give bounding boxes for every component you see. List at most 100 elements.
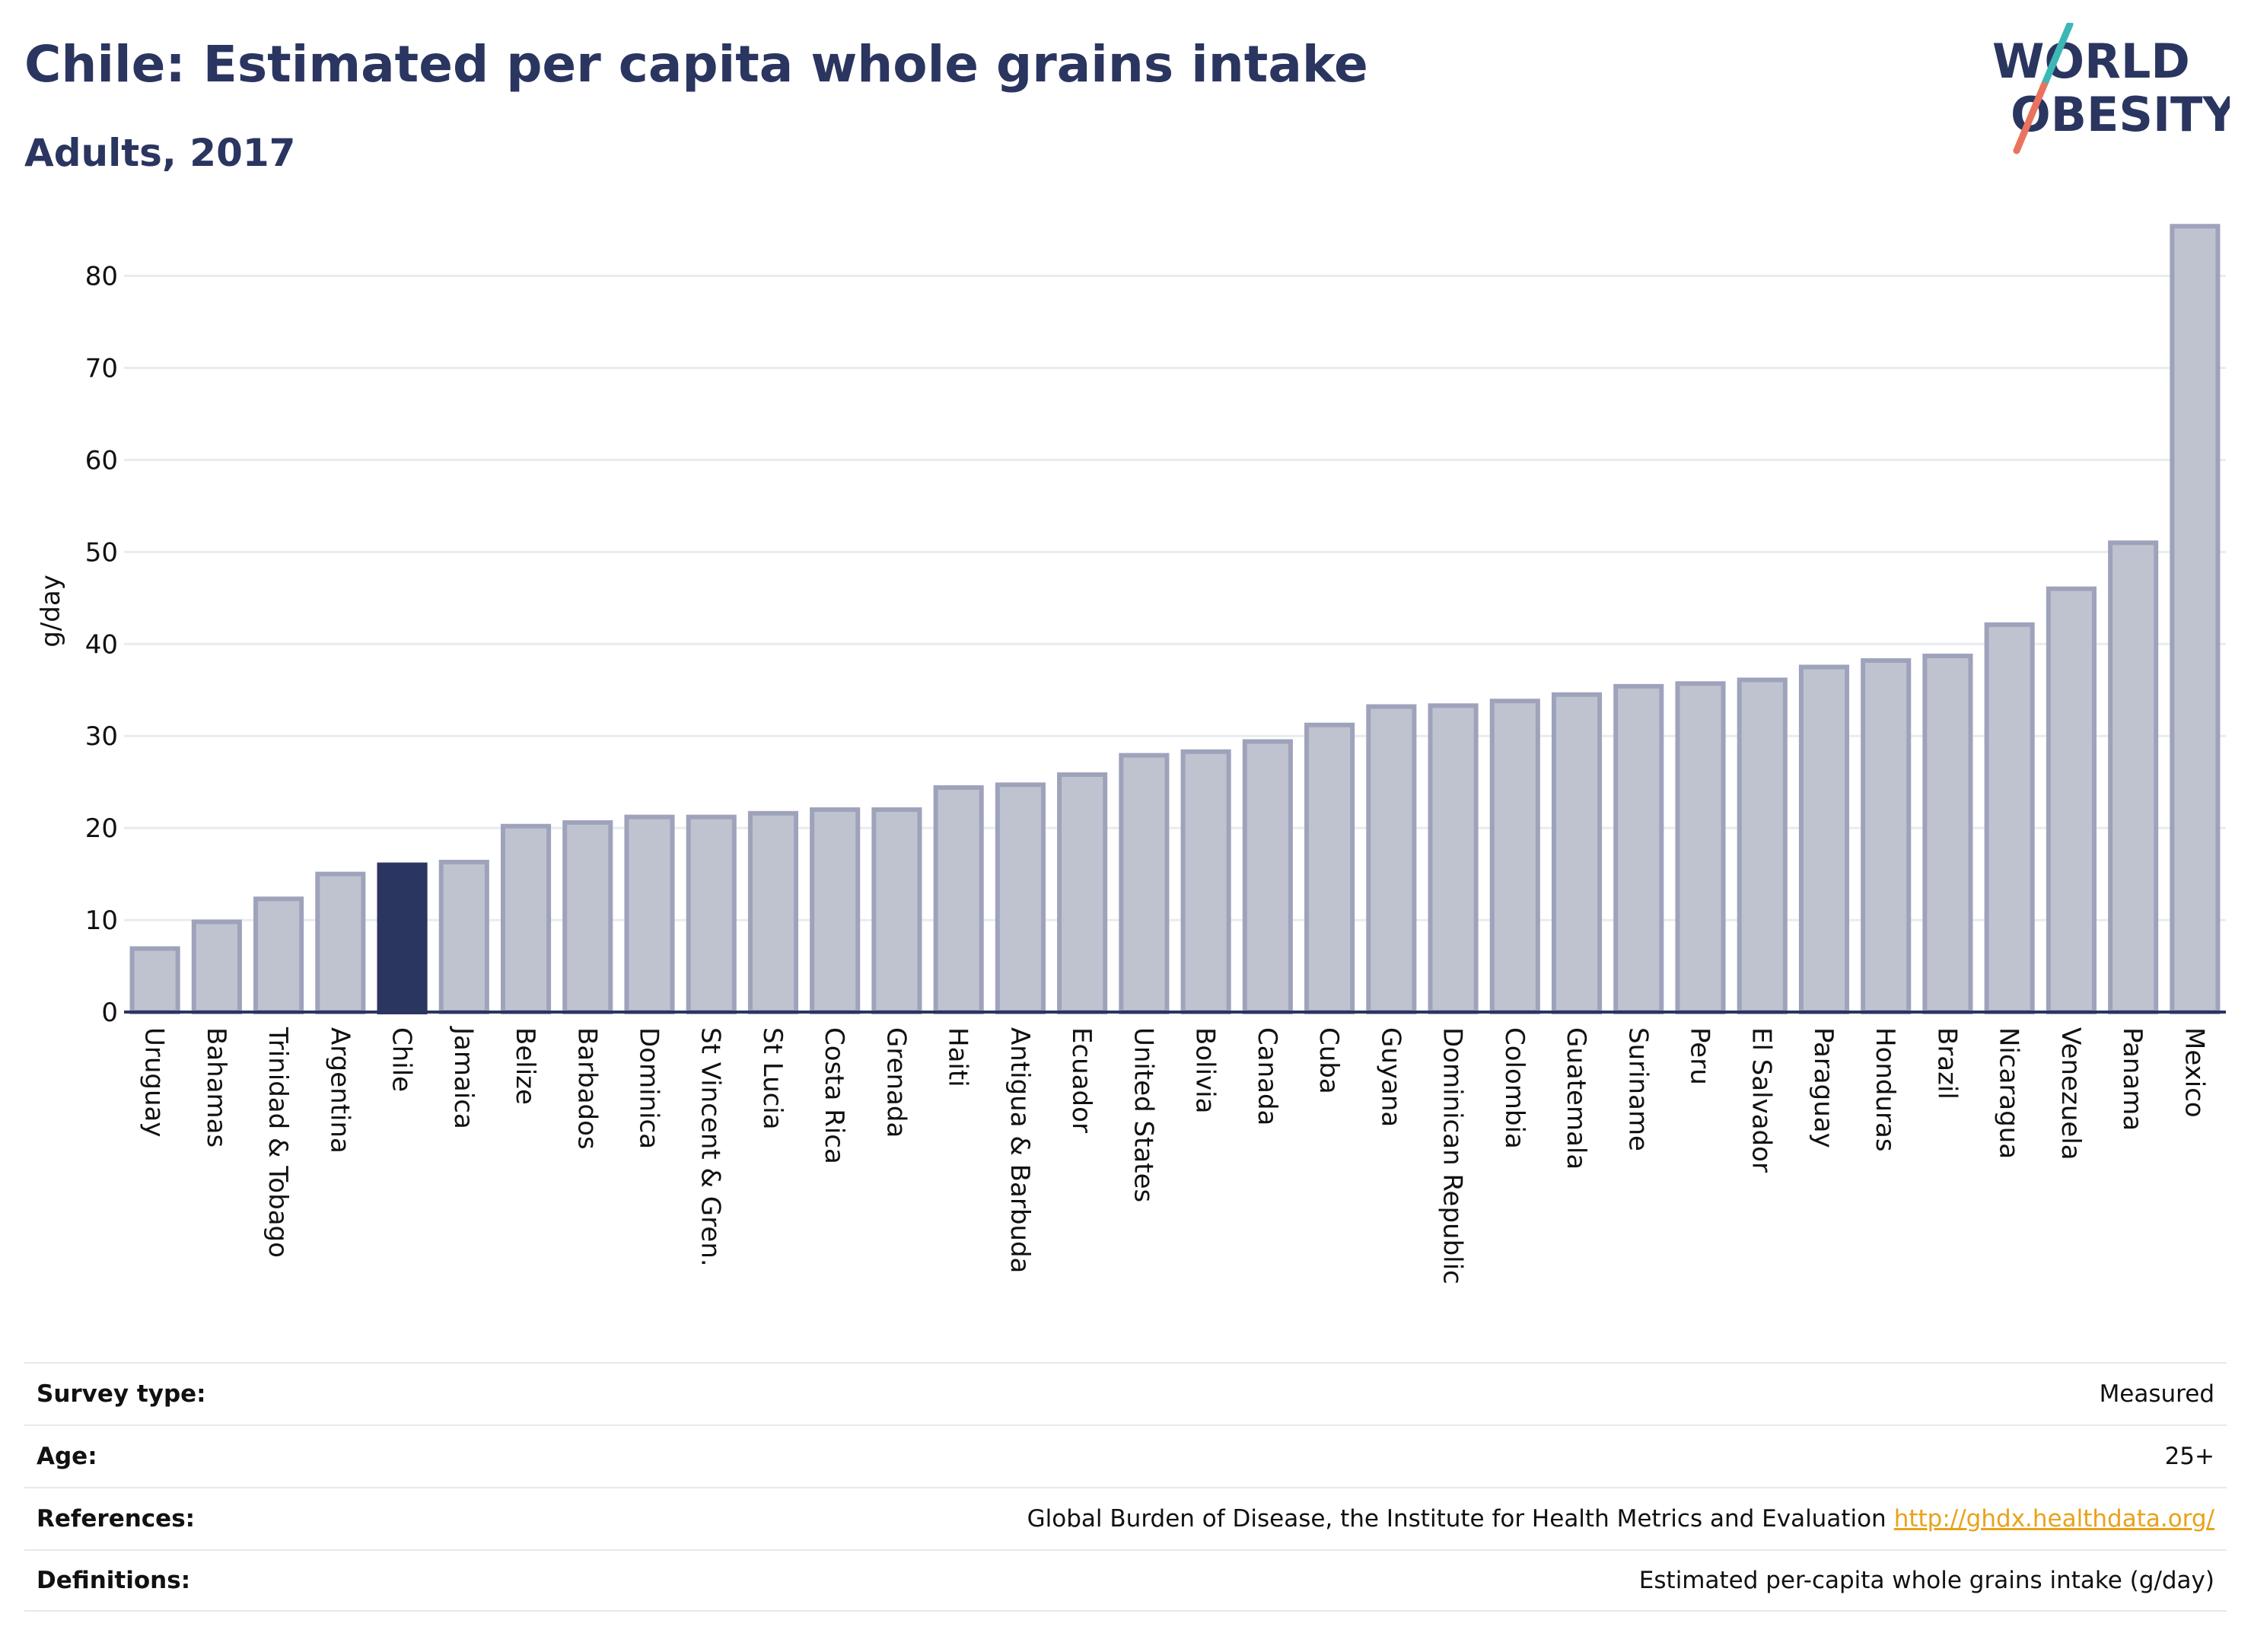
- x-tick-label: Honduras: [1870, 1027, 1900, 1152]
- bar-costa-rica: [810, 807, 861, 1014]
- bar-dominica: [624, 814, 675, 1015]
- bar-bahamas: [191, 919, 242, 1015]
- x-tick-label: Canada: [1252, 1027, 1282, 1125]
- meta-value: Estimated per-capita whole grains intake…: [1639, 1567, 2214, 1594]
- bar-canada: [1242, 739, 1293, 1014]
- meta-value: Global Burden of Disease, the Institute …: [1027, 1505, 2214, 1533]
- x-tick-label: Grenada: [880, 1027, 911, 1138]
- bar-colombia: [1489, 699, 1540, 1014]
- meta-row: Survey type: Measured: [24, 1362, 2227, 1424]
- x-tick-label: El Salvador: [1746, 1027, 1777, 1173]
- y-tick-label: 20: [85, 813, 118, 844]
- x-tick-labels: Uruguay Bahamas Trinidad & Tobago Argentina…: [139, 1026, 2210, 1284]
- bar-guatemala: [1551, 692, 1603, 1014]
- bar-argentina: [315, 871, 366, 1014]
- meta-label: References:: [37, 1505, 196, 1533]
- x-tick-label: Barbados: [572, 1027, 602, 1150]
- x-tick-label: St Lucia: [757, 1027, 788, 1130]
- bar-ecuador: [1057, 772, 1108, 1014]
- bar-chile: [377, 862, 428, 1014]
- meta-value: 25+: [2165, 1443, 2214, 1470]
- x-tick-label: Ecuador: [1066, 1027, 1097, 1133]
- bars: [129, 224, 2221, 1015]
- logo-line1: WORLD: [1992, 33, 2190, 89]
- logo-line2: OBESITY: [2011, 87, 2230, 142]
- bar-honduras: [1861, 658, 1912, 1014]
- x-tick-label: St Vincent & Gren.: [696, 1027, 726, 1267]
- x-tick-label: Guyana: [1375, 1027, 1406, 1127]
- chart-subtitle: Adults, 2017: [24, 131, 296, 175]
- x-tick-label: Bolivia: [1190, 1027, 1221, 1113]
- y-tick-label: 50: [85, 537, 118, 568]
- logo-slash-top: [2040, 23, 2074, 89]
- bar-cuba: [1304, 722, 1355, 1015]
- x-tick-label: Argentina: [324, 1027, 355, 1154]
- y-tick-label: 70: [85, 353, 118, 384]
- bar-united-states: [1119, 753, 1170, 1015]
- x-tick-label: Dominican Republic: [1438, 1027, 1468, 1284]
- bar-jamaica: [438, 859, 489, 1014]
- x-tick-label: Cuba: [1313, 1027, 1344, 1094]
- meta-value-text: Global Burden of Disease, the Institute …: [1027, 1505, 1886, 1533]
- x-tick-label: Haiti: [943, 1027, 973, 1087]
- bar-grenada: [871, 807, 922, 1014]
- bar-guyana: [1366, 704, 1417, 1015]
- bar-haiti: [933, 785, 984, 1014]
- meta-label: Definitions:: [37, 1567, 191, 1594]
- bar-dominican-republic: [1428, 703, 1479, 1014]
- x-tick-label: Brazil: [1931, 1027, 1962, 1100]
- y-tick-labels: 0 10 20 30 40 50 60 70 80: [85, 262, 118, 1028]
- x-tick-label: Chile: [387, 1027, 417, 1092]
- meta-value-text: 25+: [2164, 1443, 2214, 1470]
- x-tick-label: United States: [1128, 1027, 1158, 1202]
- bar-trinidad-tobago: [253, 896, 304, 1015]
- bar-belize: [500, 823, 552, 1015]
- x-tick-label: Jamaica: [448, 1026, 479, 1129]
- x-tick-label: Mexico: [2179, 1027, 2209, 1118]
- y-tick-label: 0: [101, 998, 118, 1028]
- bar-venezuela: [2046, 586, 2097, 1014]
- x-tick-label: Colombia: [1499, 1027, 1530, 1149]
- x-tick-label: Nicaragua: [1994, 1027, 2024, 1159]
- meta-value-text: Measured: [2099, 1380, 2214, 1408]
- y-tick-label: 30: [85, 721, 118, 752]
- bar-st-lucia: [747, 810, 799, 1014]
- x-tick-label: Costa Rica: [819, 1027, 849, 1164]
- x-tick-label: Dominica: [634, 1027, 664, 1149]
- x-tick-label: Guatemala: [1561, 1027, 1591, 1170]
- bar-mexico: [2170, 224, 2221, 1014]
- bar-suriname: [1613, 683, 1664, 1014]
- bar-st-vincent-gren-: [686, 814, 737, 1015]
- bar-chart: 0 10 20 30 40 50 60 70 80 Uruguay Bahamas Trinidad…: [36, 224, 2226, 1284]
- bar-paraguay: [1798, 664, 1850, 1015]
- meta-row: Definitions: Estimated per-capita whole g…: [24, 1549, 2227, 1612]
- y-tick-label: 10: [85, 906, 118, 936]
- bar-uruguay: [129, 946, 180, 1014]
- bar-brazil: [1922, 654, 1973, 1014]
- world-obesity-logo: WORLD OBESITY: [1992, 23, 2230, 154]
- x-tick-label: Belize: [510, 1027, 540, 1105]
- x-tick-label: Uruguay: [139, 1027, 170, 1138]
- chart-title: Chile: Estimated per capita whole grains…: [24, 35, 1368, 94]
- y-tick-label: 60: [85, 445, 118, 476]
- bar-panama: [2108, 540, 2159, 1014]
- x-tick-label: Trinidad & Tobago: [263, 1027, 293, 1258]
- meta-row: Age: 25+: [24, 1424, 2227, 1487]
- bar-el-salvador: [1737, 677, 1788, 1014]
- reference-link[interactable]: http://ghdx.healthdata.org/: [1893, 1505, 2214, 1533]
- meta-label: Age:: [37, 1443, 97, 1470]
- x-tick-label: Peru: [1685, 1027, 1715, 1085]
- y-axis-label: g/day: [36, 575, 66, 648]
- x-tick-label: Suriname: [1622, 1027, 1653, 1151]
- x-tick-label: Paraguay: [1808, 1027, 1839, 1148]
- x-tick-label: Venezuela: [2055, 1027, 2086, 1160]
- y-tick-label: 40: [85, 629, 118, 660]
- x-tick-label: Antigua & Barbuda: [1005, 1027, 1035, 1273]
- y-tick-label: 80: [85, 262, 118, 292]
- bar-nicaragua: [1984, 622, 2035, 1014]
- meta-row: References: Global Burden of Disease, the…: [24, 1487, 2227, 1549]
- bar-peru: [1675, 681, 1726, 1014]
- bar-bolivia: [1180, 749, 1231, 1014]
- meta-value-text: Estimated per-capita whole grains intake…: [1638, 1567, 2214, 1594]
- bar-barbados: [562, 820, 613, 1014]
